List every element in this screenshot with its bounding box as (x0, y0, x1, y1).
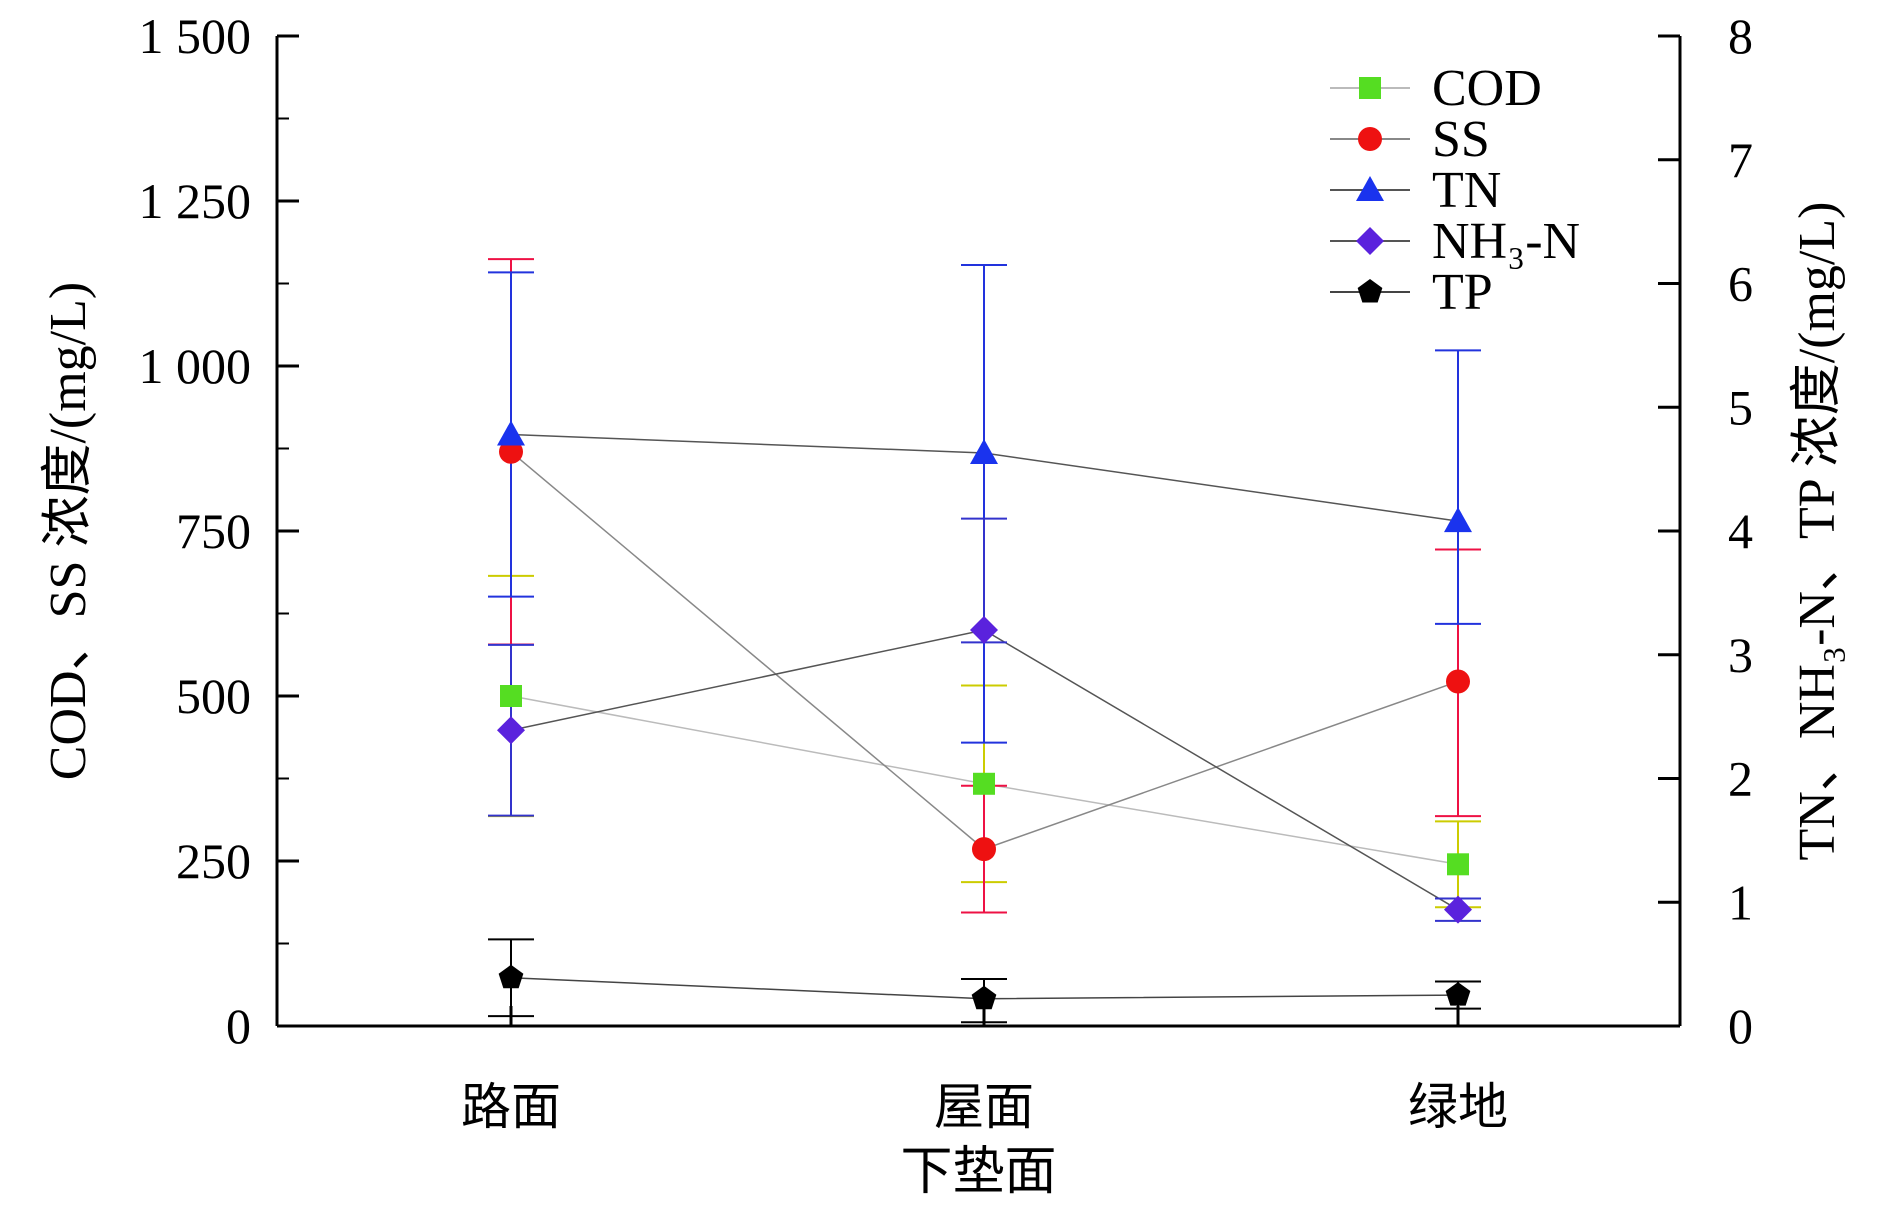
ss-data-point (972, 837, 996, 862)
left-y-tick-label: 750 (176, 503, 251, 559)
tp-data-point (1445, 982, 1471, 1006)
x-axis-title: 下垫面 (900, 1144, 1056, 1201)
legend-tp-marker (1357, 279, 1383, 303)
left-y-axis-title: COD、SS 浓度/(mg/L) (40, 282, 97, 780)
right-y-tick-label: 2 (1728, 751, 1753, 807)
left-y-tick-label: 500 (176, 668, 251, 724)
right-y-axis-title: TN、NH₃-N、TP 浓度/(mg/L) (1789, 202, 1846, 861)
right-y-tick-label: 7 (1728, 132, 1753, 188)
tp-data-point (971, 985, 997, 1010)
left-y-tick-label: 250 (176, 833, 251, 889)
right-y-tick-label: 3 (1728, 627, 1753, 683)
legend-nh-n-label: NH₃-N (1432, 213, 1580, 270)
tn-data-point (1444, 507, 1472, 533)
x-tick-label: 路面 (461, 1079, 561, 1135)
x-ticks: 路面 屋面 绿地 (461, 1006, 1508, 1135)
right-y-tick-label: 1 (1728, 874, 1753, 930)
nh-n-data-point (497, 716, 525, 745)
left-y-ticks: 0 250 500 750 1 000 1 250 1 500 (139, 8, 299, 1054)
right-y-tick-label: 8 (1728, 8, 1753, 64)
left-y-tick-label: 1 500 (139, 8, 252, 64)
legend-ss-marker (1358, 127, 1382, 151)
right-y-ticks: 0 1 2 3 4 5 6 7 8 (1658, 8, 1753, 1054)
cod-data-point (1447, 853, 1469, 876)
x-tick-label: 屋面 (934, 1079, 1034, 1135)
tn-data-point (497, 420, 525, 446)
legend-nh-n-marker (1356, 227, 1384, 255)
legend-ss-label: SS (1432, 111, 1490, 168)
cod-data-point (973, 772, 995, 795)
tp-data-point (498, 964, 524, 989)
left-y-tick-label: 1 250 (139, 173, 252, 229)
nh-n-data-point (970, 616, 998, 644)
legend-tn-marker (1356, 176, 1384, 201)
left-y-tick-label: 0 (226, 998, 251, 1054)
tn-data-point (970, 439, 998, 465)
ss-data-point (499, 439, 523, 464)
right-y-tick-label: 0 (1728, 998, 1753, 1054)
data-markers (497, 420, 1472, 1010)
nh-n-data-point (1444, 895, 1472, 924)
right-y-tick-label: 4 (1728, 503, 1753, 559)
ss-data-point (1446, 669, 1470, 694)
right-y-tick-label: 6 (1728, 256, 1753, 312)
left-y-tick-label: 1 000 (139, 338, 252, 394)
right-y-tick-label: 5 (1728, 379, 1753, 435)
cod-data-point (500, 685, 522, 707)
legend-cod-marker (1359, 77, 1381, 99)
x-tick-label: 绿地 (1408, 1079, 1508, 1135)
legend-tp-label: TP (1432, 264, 1493, 321)
legend-cod-label: COD (1432, 60, 1542, 117)
legend-tn-label: TN (1432, 162, 1501, 219)
